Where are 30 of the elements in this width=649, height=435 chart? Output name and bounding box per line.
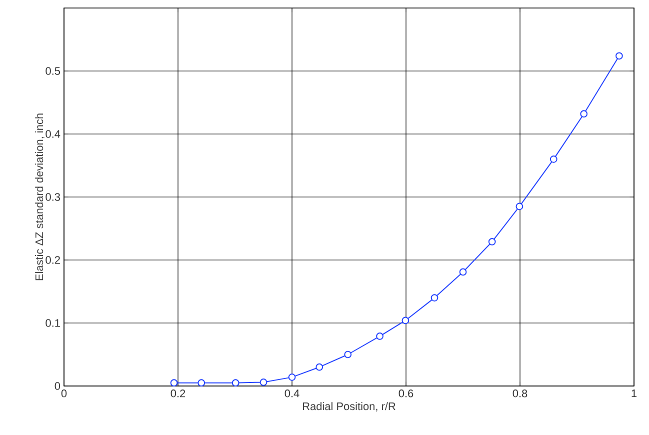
point bbox=[316, 363, 324, 371]
point bbox=[616, 52, 623, 60]
point bbox=[198, 379, 206, 387]
y-tick-label: 0 bbox=[54, 382, 60, 390]
point bbox=[430, 294, 438, 302]
point bbox=[344, 350, 352, 358]
point bbox=[459, 268, 467, 276]
y-tick-label: 0.5 bbox=[46, 67, 60, 75]
y-tick-label: 0.3 bbox=[46, 193, 60, 201]
point bbox=[288, 373, 296, 381]
point bbox=[488, 238, 496, 246]
point bbox=[376, 332, 384, 340]
point bbox=[402, 316, 410, 324]
point bbox=[580, 110, 588, 118]
y-tick-label: 0.2 bbox=[46, 256, 60, 264]
point bbox=[516, 202, 524, 210]
x-tick-label: 0.2 bbox=[170, 390, 186, 398]
x-axis-title: Radial Position, r/R bbox=[303, 402, 396, 412]
point bbox=[170, 379, 178, 387]
y-tick-label: 0.4 bbox=[46, 130, 60, 138]
x-tick-label: 0.4 bbox=[284, 390, 300, 398]
point bbox=[260, 378, 268, 386]
point bbox=[232, 379, 240, 387]
y-axis-title: Elastic ΔZ standard deviation, inch bbox=[35, 114, 44, 280]
x-tick-label: 0.8 bbox=[512, 390, 528, 398]
x-tick-label: 1 bbox=[632, 390, 637, 398]
x-tick-label: 0 bbox=[61, 390, 67, 398]
y-tick-label: 0.1 bbox=[46, 319, 60, 327]
x-tick-label: 0.6 bbox=[398, 390, 414, 398]
point bbox=[550, 156, 558, 163]
